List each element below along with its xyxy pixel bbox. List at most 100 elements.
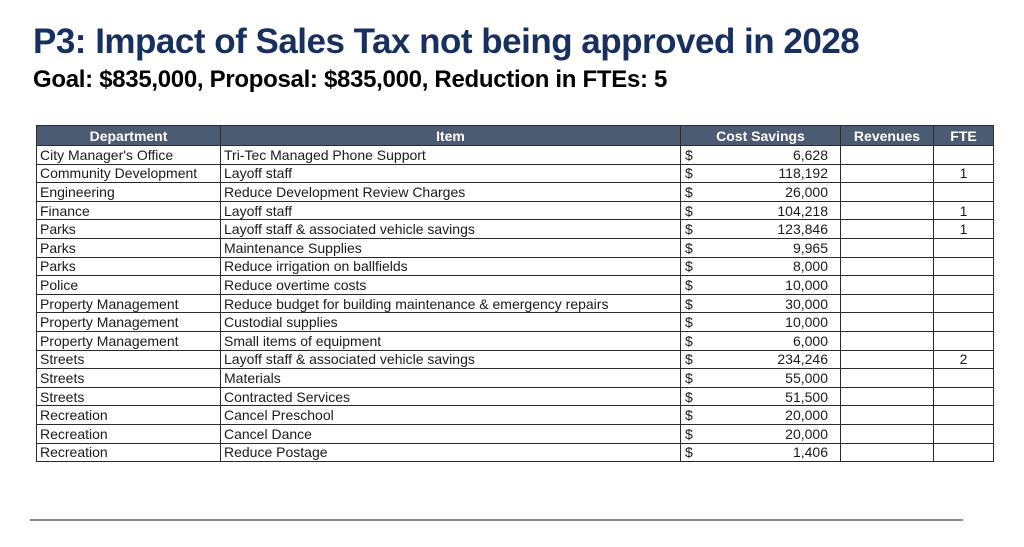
currency-symbol: $ [685, 369, 693, 386]
revenues-cell [840, 312, 934, 332]
item-cell: Layoff staff [220, 200, 681, 221]
department-cell: Engineering [36, 182, 221, 202]
fte-cell [933, 293, 994, 314]
fte-cell [933, 182, 994, 202]
table-row: Engineering Reduce Development Review Cha… [36, 182, 994, 202]
table-row: City Manager's Office Tri-Tec Managed Pho… [36, 145, 994, 165]
currency-symbol: $ [685, 239, 693, 256]
cost-savings-amount: 30,000 [785, 295, 828, 312]
table-row: Streets Layoff staff & associated vehicle… [36, 349, 994, 370]
table-row: Streets Materials $55,000 [36, 368, 994, 388]
item-cell: Reduce Development Review Charges [220, 182, 681, 202]
fte-cell [933, 256, 994, 277]
table-row: Parks Layoff staff & associated vehicle s… [36, 219, 994, 239]
item-cell: Reduce overtime costs [220, 275, 681, 295]
department-cell: Streets [36, 386, 221, 407]
revenues-cell [840, 368, 934, 388]
item-cell: Layoff staff & associated vehicle saving… [220, 349, 681, 370]
item-cell: Small items of equipment [220, 330, 681, 351]
department-cell: Community Development [36, 163, 221, 184]
item-cell: Cancel Preschool [220, 405, 681, 425]
revenues-cell [840, 200, 934, 221]
cost-savings-amount: 20,000 [785, 407, 828, 424]
cost-savings-cell: $10,000 [680, 275, 841, 295]
table-row: Recreation Cancel Preschool $20,000 [36, 405, 994, 425]
table-row: Property Management Reduce budget for bui… [36, 293, 994, 314]
revenues-cell [840, 330, 934, 351]
cost-savings-amount: 8,000 [792, 258, 828, 275]
cost-savings-cell: $9,965 [680, 237, 841, 258]
cost-savings-amount: 10,000 [785, 314, 828, 331]
fte-cell [933, 275, 994, 295]
item-cell: Maintenance Supplies [220, 237, 681, 258]
column-header-cost-savings: Cost Savings [680, 125, 841, 146]
table-row: Property Management Small items of equipm… [36, 330, 994, 351]
table-row: Recreation Reduce Postage $1,406 [36, 442, 994, 463]
cost-savings-cell: $8,000 [680, 256, 841, 277]
cost-savings-amount: 6,000 [792, 332, 828, 349]
column-header-fte: FTE [933, 125, 994, 146]
cost-savings-amount: 55,000 [785, 369, 828, 386]
fte-cell [933, 423, 994, 444]
fte-cell: 2 [933, 349, 994, 370]
revenues-cell [840, 237, 934, 258]
column-header-department: Department [36, 125, 221, 146]
fte-cell: 1 [933, 163, 994, 184]
item-cell: Custodial supplies [220, 312, 681, 332]
page-title: P3: Impact of Sales Tax not being approv… [33, 22, 860, 61]
cost-savings-cell: $20,000 [680, 405, 841, 425]
fte-cell [933, 405, 994, 425]
cost-savings-cell: $6,628 [680, 145, 841, 165]
table-row: Police Reduce overtime costs $10,000 [36, 275, 994, 295]
cost-savings-cell: $123,846 [680, 219, 841, 239]
currency-symbol: $ [685, 407, 693, 424]
department-cell: City Manager's Office [36, 145, 221, 165]
revenues-cell [840, 405, 934, 425]
table-row: Recreation Cancel Dance $20,000 [36, 423, 994, 444]
department-cell: Parks [36, 219, 221, 239]
cost-savings-amount: 123,846 [777, 221, 828, 238]
cost-savings-amount: 1,406 [792, 444, 828, 461]
revenues-cell [840, 163, 934, 184]
department-cell: Recreation [36, 405, 221, 425]
item-cell: Cancel Dance [220, 423, 681, 444]
page-subtitle: Goal: $835,000, Proposal: $835,000, Redu… [33, 66, 668, 93]
revenues-cell [840, 182, 934, 202]
cost-savings-amount: 10,000 [785, 276, 828, 293]
revenues-cell [840, 219, 934, 239]
cost-savings-amount: 20,000 [785, 425, 828, 442]
currency-symbol: $ [685, 351, 693, 368]
currency-symbol: $ [685, 146, 693, 163]
revenues-cell [840, 293, 934, 314]
department-cell: Recreation [36, 423, 221, 444]
cost-savings-amount: 9,965 [792, 239, 828, 256]
cost-savings-cell: $26,000 [680, 182, 841, 202]
cost-savings-cell: $234,246 [680, 349, 841, 370]
fte-cell [933, 368, 994, 388]
item-cell: Layoff staff [220, 163, 681, 184]
column-header-item: Item [220, 125, 681, 146]
revenues-cell [840, 275, 934, 295]
currency-symbol: $ [685, 425, 693, 442]
currency-symbol: $ [685, 444, 693, 461]
item-cell: Reduce budget for building maintenance &… [220, 293, 681, 314]
table-body: City Manager's Office Tri-Tec Managed Pho… [36, 145, 994, 463]
cost-savings-amount: 6,628 [792, 146, 828, 163]
currency-symbol: $ [685, 258, 693, 275]
currency-symbol: $ [685, 295, 693, 312]
item-cell: Reduce Postage [220, 442, 681, 463]
revenues-cell [840, 145, 934, 165]
cost-savings-cell: $20,000 [680, 423, 841, 444]
currency-symbol: $ [685, 314, 693, 331]
table-row: Property Management Custodial supplies $10… [36, 312, 994, 332]
department-cell: Police [36, 275, 221, 295]
item-cell: Layoff staff & associated vehicle saving… [220, 219, 681, 239]
revenues-cell [840, 386, 934, 407]
budget-table: Department Item Cost Savings Revenues FT… [36, 125, 994, 463]
department-cell: Property Management [36, 312, 221, 332]
cost-savings-cell: $1,406 [680, 442, 841, 463]
table-row: Finance Layoff staff $104,218 1 [36, 200, 994, 221]
table-row: Parks Reduce irrigation on ballfields $8,0… [36, 256, 994, 277]
cost-savings-cell: $118,192 [680, 163, 841, 184]
cost-savings-cell: $55,000 [680, 368, 841, 388]
